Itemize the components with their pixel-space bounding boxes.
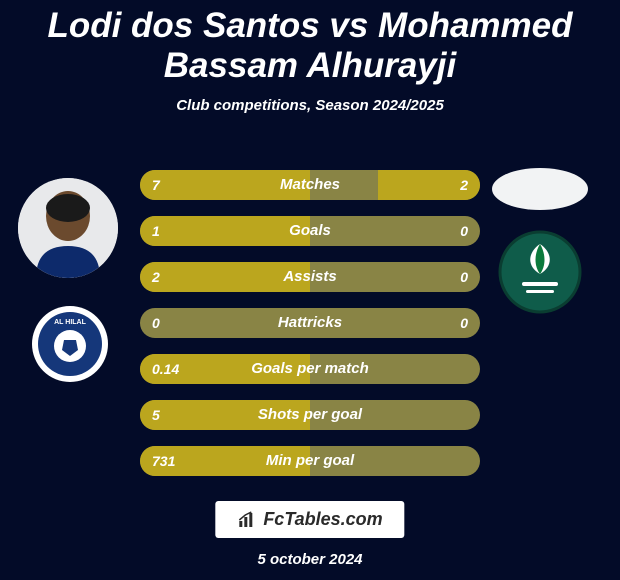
stat-row: 10Goals [140, 216, 480, 246]
stat-row: 20Assists [140, 262, 480, 292]
stat-label: Hattricks [140, 308, 480, 338]
brand-icon [237, 511, 257, 529]
player-right-avatar [492, 168, 588, 210]
svg-text:AL HILAL: AL HILAL [54, 319, 86, 326]
brand-box: FcTables.com [215, 501, 404, 538]
page-title: Lodi dos Santos vs Mohammed Bassam Alhur… [0, 0, 620, 91]
stats-area: 72Matches 10Goals 20Assists 00Hattricks 0.14… [140, 170, 480, 492]
subtitle: Club competitions, Season 2024/2025 [0, 97, 620, 114]
stat-label: Shots per goal [140, 400, 480, 430]
stat-label: Matches [140, 170, 480, 200]
stat-row: 72Matches [140, 170, 480, 200]
brand-text: FcTables.com [263, 509, 382, 530]
stat-row: 5Shots per goal [140, 400, 480, 430]
stat-row: 00Hattricks [140, 308, 480, 338]
player-left-avatar [18, 178, 118, 278]
stat-row: 0.14Goals per match [140, 354, 480, 384]
club-left-badge: AL HILAL [32, 306, 108, 382]
stat-label: Goals [140, 216, 480, 246]
stat-label: Goals per match [140, 354, 480, 384]
stat-label: Assists [140, 262, 480, 292]
club-right-badge [498, 230, 582, 314]
date: 5 october 2024 [0, 551, 620, 568]
stat-label: Min per goal [140, 446, 480, 476]
stat-row: 731Min per goal [140, 446, 480, 476]
